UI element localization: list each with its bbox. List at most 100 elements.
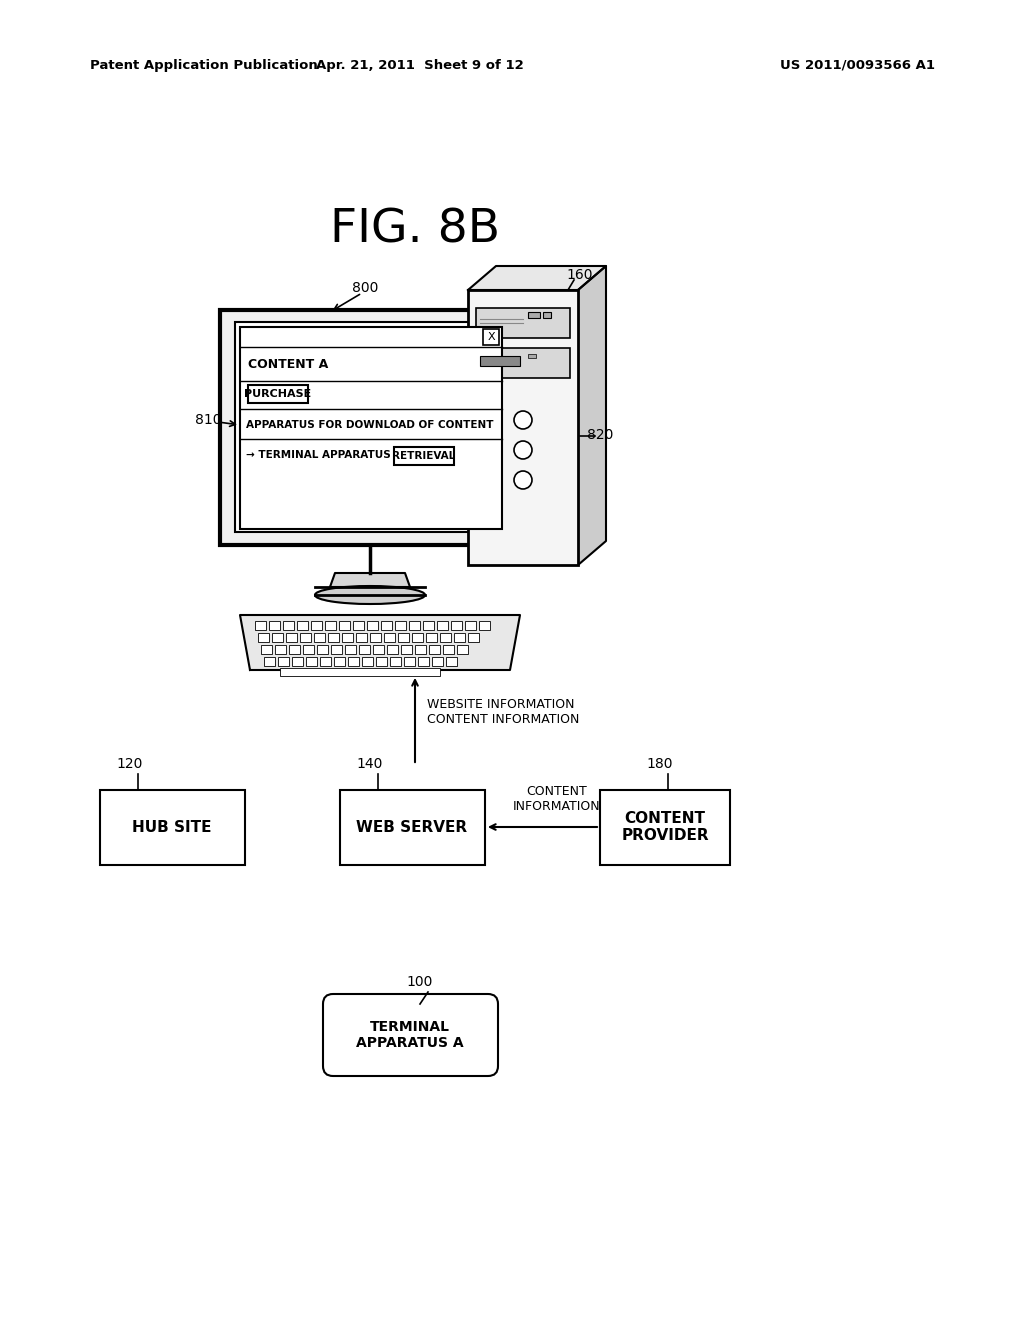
Polygon shape	[330, 573, 410, 587]
Bar	[600, 789, 730, 865]
Text: 820: 820	[587, 428, 613, 442]
Bar	[292, 657, 303, 667]
Text: 810: 810	[195, 413, 221, 426]
Bar	[220, 310, 520, 545]
Ellipse shape	[315, 586, 425, 605]
Bar	[283, 620, 294, 630]
Bar	[319, 657, 331, 667]
Bar	[328, 634, 339, 642]
Bar	[289, 645, 300, 653]
Bar	[451, 620, 462, 630]
Text: CONTENT
PROVIDER: CONTENT PROVIDER	[622, 810, 709, 843]
Text: 800: 800	[352, 281, 378, 294]
Bar	[528, 312, 540, 318]
Bar	[339, 620, 350, 630]
Bar	[331, 645, 342, 653]
Bar	[401, 645, 412, 653]
Bar	[479, 620, 490, 630]
Bar	[345, 645, 356, 653]
Text: PURCHASE: PURCHASE	[245, 389, 311, 399]
Bar	[429, 645, 440, 653]
Bar	[297, 620, 308, 630]
Bar	[311, 620, 322, 630]
Bar	[409, 620, 420, 630]
Bar	[314, 634, 325, 642]
Bar	[264, 657, 275, 667]
Bar	[440, 634, 451, 642]
Bar	[255, 620, 266, 630]
Bar	[373, 645, 384, 653]
Bar	[384, 634, 395, 642]
Bar	[258, 634, 269, 642]
Bar	[437, 620, 449, 630]
Bar	[446, 657, 457, 667]
Bar	[426, 634, 437, 642]
Bar	[483, 329, 499, 345]
Bar	[476, 348, 570, 378]
Bar	[269, 620, 280, 630]
Bar	[457, 645, 468, 653]
Bar	[367, 620, 378, 630]
Text: FIG. 8B: FIG. 8B	[330, 207, 500, 252]
Bar	[432, 657, 443, 667]
Bar	[423, 620, 434, 630]
Bar	[272, 634, 283, 642]
Text: CONTENT A: CONTENT A	[248, 359, 329, 371]
Text: 120: 120	[117, 756, 143, 771]
Bar	[306, 657, 317, 667]
Bar	[234, 322, 505, 532]
Bar	[404, 657, 415, 667]
Text: → TERMINAL APPARATUS A: → TERMINAL APPARATUS A	[246, 450, 402, 459]
Bar	[278, 657, 289, 667]
Bar	[356, 634, 367, 642]
FancyBboxPatch shape	[323, 994, 498, 1076]
Polygon shape	[240, 615, 520, 671]
Text: HUB SITE: HUB SITE	[132, 820, 212, 834]
Bar	[476, 308, 570, 338]
Bar	[376, 657, 387, 667]
Text: CONTENT
INFORMATION: CONTENT INFORMATION	[513, 785, 601, 813]
Text: US 2011/0093566 A1: US 2011/0093566 A1	[780, 58, 935, 71]
Bar	[395, 620, 406, 630]
Bar	[280, 668, 440, 676]
Bar	[353, 620, 364, 630]
Bar	[418, 657, 429, 667]
Text: WEB SERVER: WEB SERVER	[356, 820, 468, 834]
Bar	[528, 354, 536, 358]
Bar	[415, 645, 426, 653]
Text: WEBSITE INFORMATION
CONTENT INFORMATION: WEBSITE INFORMATION CONTENT INFORMATION	[427, 698, 580, 726]
Bar	[325, 620, 336, 630]
Text: 140: 140	[356, 756, 383, 771]
Bar	[381, 620, 392, 630]
Polygon shape	[578, 267, 606, 565]
Bar	[468, 634, 479, 642]
Bar	[300, 634, 311, 642]
Bar	[348, 657, 359, 667]
Bar	[240, 327, 502, 529]
Bar	[387, 645, 398, 653]
Bar	[543, 312, 551, 318]
Bar	[480, 356, 520, 366]
Text: Apr. 21, 2011  Sheet 9 of 12: Apr. 21, 2011 Sheet 9 of 12	[316, 58, 524, 71]
Bar	[334, 657, 345, 667]
Bar	[359, 645, 370, 653]
Bar	[248, 385, 308, 403]
Bar	[443, 645, 454, 653]
Circle shape	[514, 471, 532, 488]
Text: APPARATUS FOR DOWNLOAD OF CONTENT: APPARATUS FOR DOWNLOAD OF CONTENT	[246, 420, 494, 430]
Text: 180: 180	[647, 756, 673, 771]
Bar	[340, 789, 485, 865]
Bar	[454, 634, 465, 642]
Circle shape	[514, 441, 532, 459]
Bar	[261, 645, 272, 653]
Bar	[303, 645, 314, 653]
Bar	[286, 634, 297, 642]
Text: X: X	[487, 333, 495, 342]
Bar	[390, 657, 401, 667]
Text: TERMINAL
APPARATUS A: TERMINAL APPARATUS A	[356, 1020, 464, 1051]
Text: 160: 160	[566, 268, 593, 282]
Bar	[317, 645, 328, 653]
Text: 100: 100	[407, 975, 433, 989]
Bar	[275, 645, 286, 653]
Polygon shape	[468, 267, 606, 290]
